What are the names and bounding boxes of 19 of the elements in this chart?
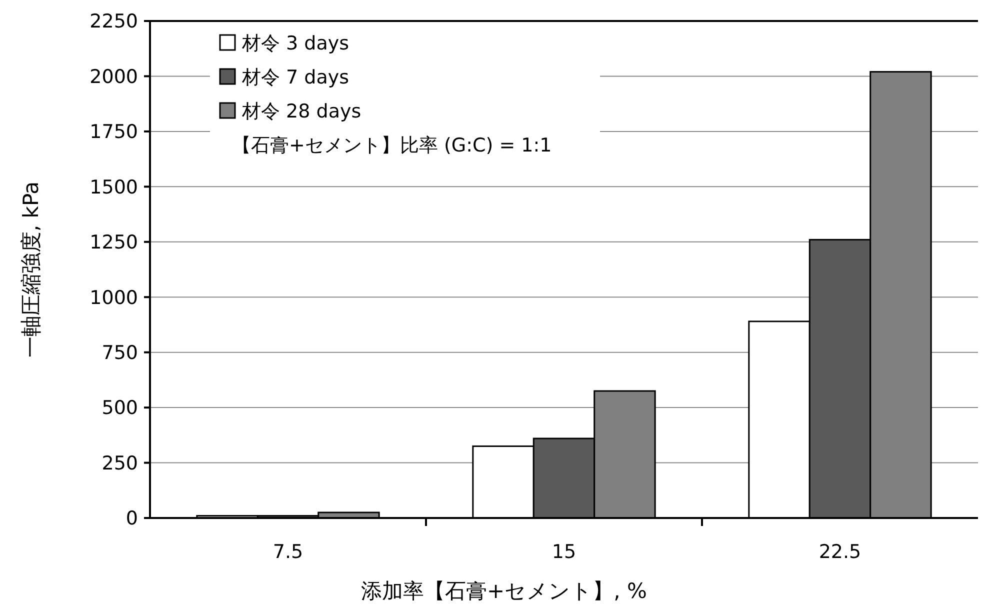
y-tick-label: 1500: [90, 176, 138, 198]
legend-label: 材令 7 days: [241, 66, 350, 89]
y-tick-label: 2000: [90, 66, 138, 88]
y-tick-label: 500: [102, 397, 138, 420]
y-tick-label: 250: [102, 452, 138, 474]
x-tick-label: 7.5: [272, 541, 304, 563]
y-axis-title: 一軸圧縮強度, kPa: [19, 181, 43, 358]
y-tick-label: 750: [102, 342, 138, 364]
y-tick-label: 2250: [90, 10, 138, 33]
legend-label: 材令 3 days: [241, 32, 350, 55]
y-tick-label: 0: [126, 508, 138, 530]
y-tick-label: 1250: [90, 232, 138, 254]
y-tick-label: 1000: [90, 286, 138, 309]
x-tick-label: 22.5: [818, 541, 862, 563]
legend-label: 材令 28 days: [241, 100, 362, 123]
annotation: 【石膏+セメント】比率 (G:C) = 1:1: [232, 134, 552, 157]
y-tick-label: 1750: [90, 121, 138, 144]
x-axis-title: 添加率【石膏+セメント】, %: [361, 579, 647, 603]
x-tick-label: 15: [552, 541, 576, 563]
